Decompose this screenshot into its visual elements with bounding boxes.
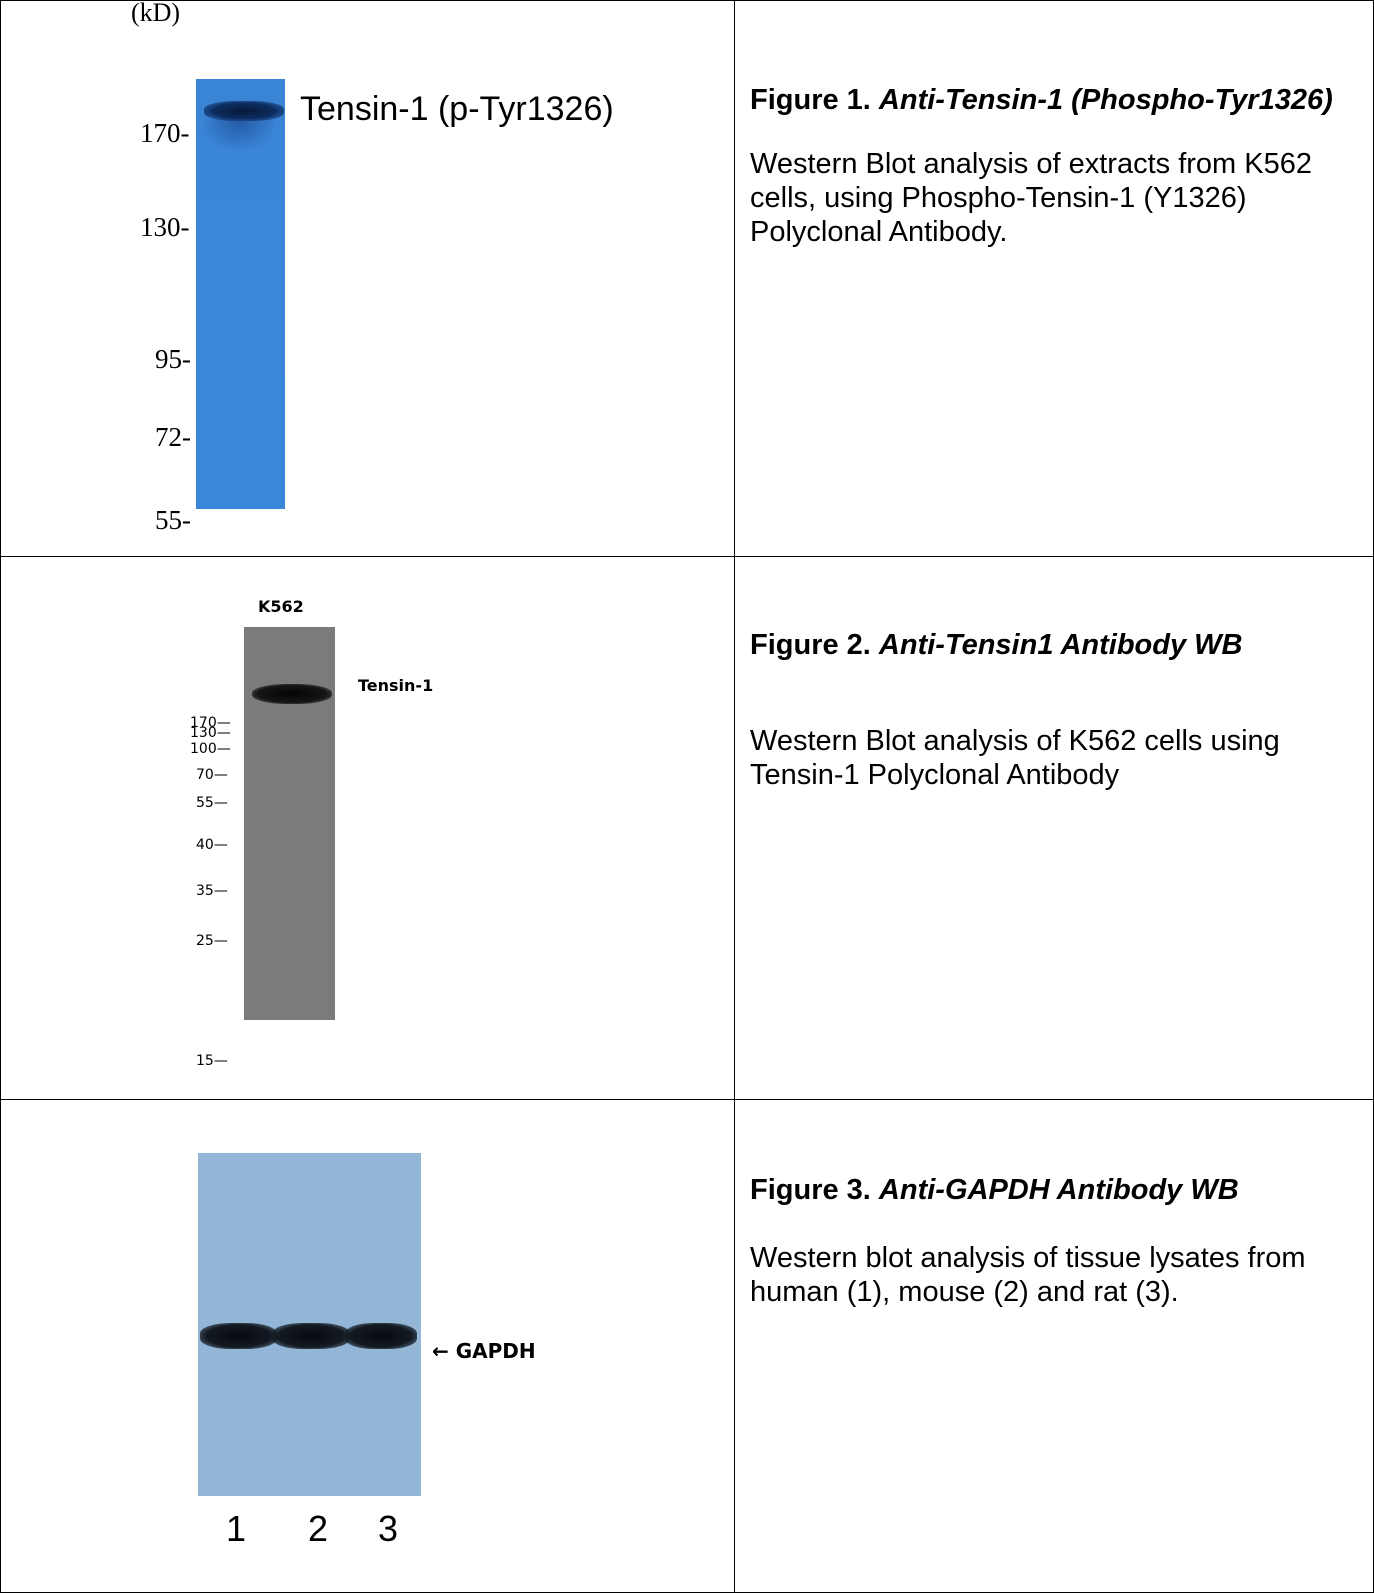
- column-divider: [734, 0, 735, 1593]
- caption-body: Western blot analysis of tissue lysates …: [750, 1242, 1306, 1308]
- mw-marker: 35—: [196, 883, 228, 899]
- western-blot-lane: [196, 79, 285, 509]
- mw-marker: 170-: [140, 118, 190, 148]
- mw-marker: 130-: [140, 212, 190, 242]
- caption-title: Figure 3. Anti-GAPDH Antibody WB: [750, 1173, 1350, 1207]
- lane-number: 3: [378, 1508, 399, 1549]
- table-border-top: [0, 0, 1374, 1]
- mw-marker: 15—: [196, 1053, 228, 1069]
- row-divider-2: [0, 1099, 1374, 1100]
- band-label: Tensin-1 (p-Tyr1326): [300, 90, 614, 128]
- lane-label: K562: [258, 597, 304, 616]
- figure-number: Figure 2.: [750, 629, 871, 661]
- table-border-left: [0, 0, 1, 1593]
- figure-number: Figure 1.: [750, 84, 871, 116]
- lane-number: 2: [308, 1508, 329, 1549]
- figure1-caption: Figure 1. Anti-Tensin-1 (Phospho-Tyr1326…: [750, 83, 1350, 249]
- mw-marker: 72-: [155, 422, 191, 452]
- mw-marker: 170—: [190, 715, 231, 731]
- mw-marker: 100—: [190, 741, 231, 757]
- protein-band: [252, 684, 332, 704]
- figure-title: Anti-Tensin1 Antibody WB: [878, 629, 1243, 661]
- row-divider-1: [0, 556, 1374, 557]
- band-label: ← GAPDH: [432, 1339, 536, 1363]
- band-smear: [204, 119, 274, 149]
- band-label: Tensin-1: [358, 676, 434, 695]
- mw-marker: 130—: [190, 725, 231, 741]
- mw-marker: 55-: [155, 505, 191, 535]
- western-blot-membrane: [198, 1153, 421, 1496]
- figure-title: Anti-GAPDH Antibody WB: [878, 1174, 1239, 1206]
- figure-number: Figure 3.: [750, 1174, 871, 1206]
- figure-title: Anti-Tensin-1 (Phospho-Tyr1326): [878, 84, 1333, 116]
- figure2-caption: Figure 2. Anti-Tensin1 Antibody WB Weste…: [750, 628, 1350, 792]
- mw-marker: 95-: [155, 344, 191, 374]
- caption-title: Figure 2. Anti-Tensin1 Antibody WB: [750, 628, 1350, 662]
- mw-marker: 70—: [196, 767, 228, 783]
- caption-title: Figure 1. Anti-Tensin-1 (Phospho-Tyr1326…: [750, 83, 1350, 117]
- mw-marker: 55—: [196, 795, 228, 811]
- figure3-caption: Figure 3. Anti-GAPDH Antibody WB Western…: [750, 1173, 1350, 1309]
- caption-body: Western Blot analysis of extracts from K…: [750, 148, 1312, 248]
- protein-band: [204, 101, 284, 121]
- caption-body: Western Blot analysis of K562 cells usin…: [750, 725, 1280, 791]
- protein-band: [272, 1323, 350, 1349]
- western-blot-lane: [244, 627, 335, 1020]
- protein-band: [200, 1323, 277, 1349]
- unit-label: (kD): [131, 0, 181, 27]
- mw-marker: 25—: [196, 933, 228, 949]
- protein-band: [345, 1323, 417, 1349]
- mw-marker: 40—: [196, 837, 228, 853]
- lane-number: 1: [226, 1508, 247, 1549]
